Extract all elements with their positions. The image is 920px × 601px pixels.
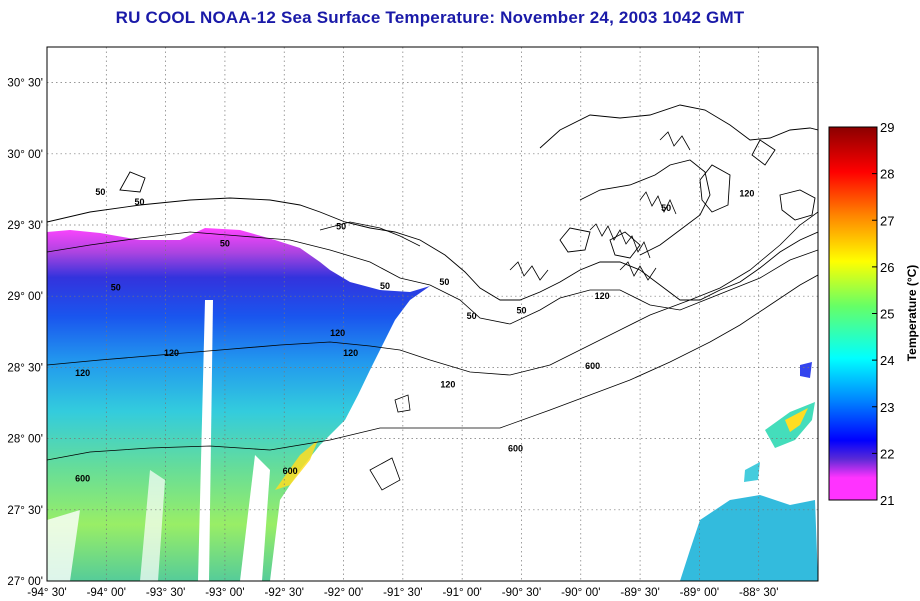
contour-label: 50 <box>220 238 230 248</box>
contour-label: 600 <box>75 473 90 483</box>
colorbar <box>828 126 878 501</box>
contour-label: 50 <box>135 197 145 207</box>
contour-label: 120 <box>75 368 90 378</box>
sst-warm-streak <box>275 440 318 490</box>
colorbar-tick-label: 29 <box>880 120 894 135</box>
lat-tick-label: 28° 00' <box>7 434 43 446</box>
map-border <box>46 46 819 582</box>
lon-tick-label: -92° 30' <box>265 587 304 599</box>
colorbar-tick-label: 26 <box>880 260 894 275</box>
colorbar-tick-label: 23 <box>880 400 894 415</box>
latitude-axis: 27° 00' 27° 30' 28° 00' 28° 30' 29° 00' 29° 3… <box>7 78 43 588</box>
contour-label: 50 <box>95 187 105 197</box>
lat-tick-label: 28° 30' <box>7 362 43 374</box>
colorbar-tick-label: 28 <box>880 167 894 182</box>
contour-label: 50 <box>111 283 121 293</box>
contour-label: 50 <box>661 203 671 213</box>
lon-tick-label: -89° 30' <box>620 587 659 599</box>
lat-tick-label: 29° 00' <box>7 291 43 303</box>
lon-tick-label: -90° 30' <box>502 587 541 599</box>
lon-tick-label: -88° 30' <box>739 587 778 599</box>
lon-tick-label: -90° 00' <box>561 587 600 599</box>
contour-label: 120 <box>164 348 179 358</box>
contour-label: 50 <box>467 311 477 321</box>
colorbar-tick-label: 24 <box>880 353 894 368</box>
colorbar-tick-label: 27 <box>880 213 894 228</box>
lon-tick-label: -91° 00' <box>442 587 481 599</box>
contour-label: 50 <box>336 221 346 231</box>
contour-label: 120 <box>440 379 455 389</box>
lon-tick-label: -94° 30' <box>27 587 66 599</box>
contour-label: 50 <box>516 305 526 315</box>
contour-labels: 50 50 50 50 50 50 50 50 50 50 120 120 120 120 120 120 12… <box>75 187 754 483</box>
longitude-axis: -94° 30' -94° 00' -93° 30' -93° 00' -92° 30'… <box>27 587 778 599</box>
contour-label: 50 <box>439 277 449 287</box>
lon-tick-label: -93° 30' <box>146 587 185 599</box>
colorbar-tick-label: 25 <box>880 307 894 322</box>
lon-tick-label: -94° 00' <box>87 587 126 599</box>
lon-tick-label: -91° 30' <box>383 587 422 599</box>
colorbar-ticks: 29 28 27 26 25 24 23 22 21 <box>872 120 894 508</box>
isobath-120m <box>47 211 818 376</box>
contour-label: 600 <box>585 361 600 371</box>
data-gap-strip <box>47 510 80 581</box>
sst-coverage-east <box>744 462 760 482</box>
colorbar-title: Temperature (°C) <box>905 265 919 362</box>
colorbar-tick-label: 21 <box>880 493 894 508</box>
data-gap-strip <box>198 300 213 581</box>
lat-tick-label: 30° 00' <box>7 149 43 161</box>
contour-label: 600 <box>508 443 523 453</box>
lat-tick-label: 27° 00' <box>7 576 43 588</box>
sst-coverage-west <box>47 228 430 581</box>
isobath-600m <box>47 274 818 491</box>
coastline <box>47 104 818 301</box>
data-gap-strip <box>240 455 270 581</box>
contour-label: 600 <box>283 466 298 476</box>
map-title: RU COOL NOAA-12 Sea Surface Temperature:… <box>115 8 745 27</box>
delta-marsh <box>509 131 691 281</box>
sst-coverage-east <box>680 495 818 581</box>
contour-label: 120 <box>739 189 754 199</box>
contour-label: 50 <box>380 281 390 291</box>
lat-lon-grid <box>47 47 818 581</box>
lon-tick-label: -93° 00' <box>205 587 244 599</box>
contour-label: 120 <box>595 291 610 301</box>
contour-label: 120 <box>343 348 358 358</box>
lat-tick-label: 29° 30' <box>7 220 43 232</box>
lon-tick-label: -89° 00' <box>680 587 719 599</box>
sst-coverage-east <box>800 362 812 378</box>
lon-tick-label: -92° 00' <box>324 587 363 599</box>
contour-label: 120 <box>330 328 345 338</box>
lat-tick-label: 27° 30' <box>7 505 43 517</box>
isobath-50m <box>47 221 818 325</box>
lat-tick-label: 30° 30' <box>7 78 43 90</box>
colorbar-tick-label: 22 <box>880 446 894 461</box>
data-gap-strip <box>140 470 165 581</box>
sst-coverage-east <box>785 408 808 432</box>
